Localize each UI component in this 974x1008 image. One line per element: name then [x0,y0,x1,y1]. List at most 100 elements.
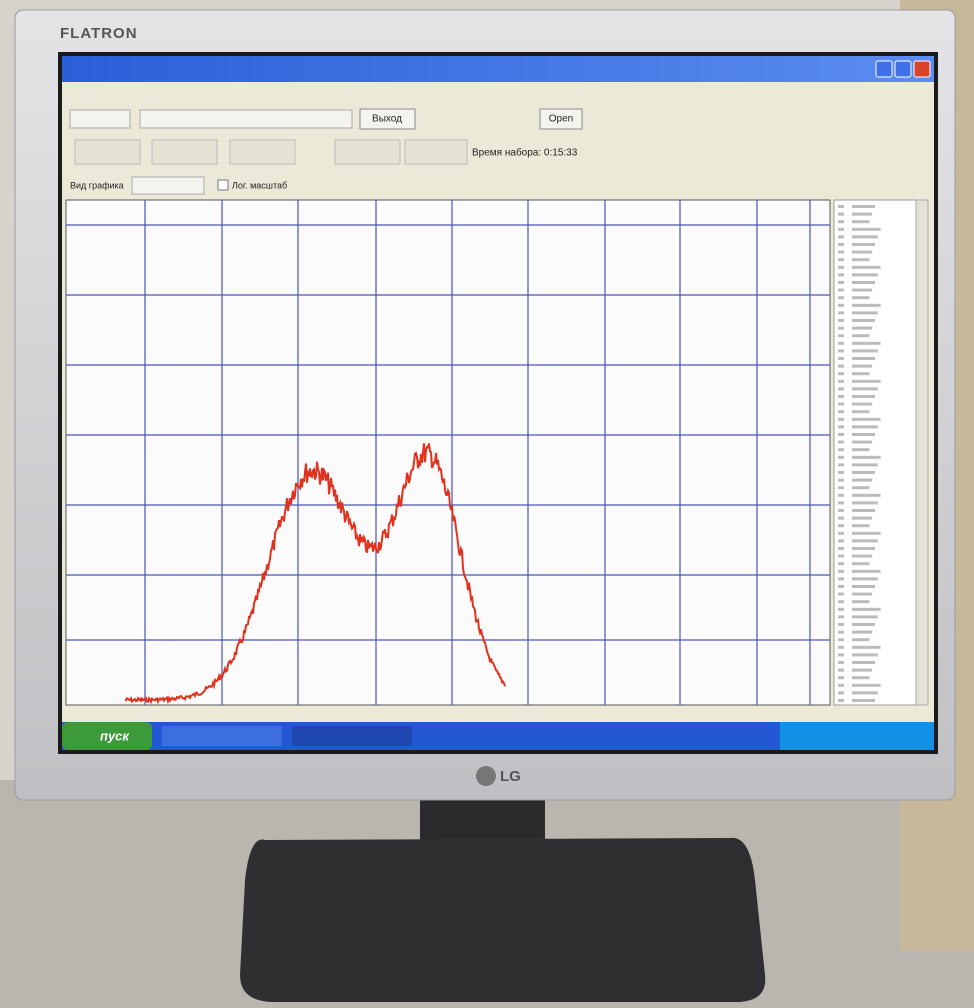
button[interactable] [230,140,295,164]
list-row [838,273,844,276]
list-row [838,266,844,269]
list-row [838,418,844,421]
list-row [838,562,844,565]
list-row [838,296,844,299]
stand-base [240,838,765,1002]
list-row [838,311,844,314]
list-row [852,205,875,208]
list-row [852,433,875,436]
list-row [852,608,881,611]
list-row [838,243,844,246]
list-row [838,638,844,641]
list-row [852,228,881,231]
list-row [852,638,869,641]
min-button[interactable] [876,61,892,77]
list-row [852,311,878,314]
list-row [852,296,869,299]
list-row [852,334,869,337]
list-row [838,479,844,482]
page: {"monitor": {"brand": "FLATRON", "logo":… [0,0,974,1008]
list-row [852,661,875,664]
list-row [852,547,875,550]
plot-area [66,200,830,705]
list-row [838,631,844,634]
list-row [852,646,881,649]
title-bar [62,56,934,82]
close-button[interactable] [914,61,930,77]
list-row [852,213,872,216]
list-row [852,281,875,284]
list-row [852,289,872,292]
list-row [852,555,872,558]
list-row [838,395,844,398]
list-row [852,258,869,261]
combo[interactable] [140,110,352,128]
task-item[interactable] [162,726,282,746]
list-row [852,365,872,368]
list-row [838,547,844,550]
list-row [852,357,875,360]
list-row [838,380,844,383]
button[interactable] [152,140,217,164]
list-row [852,273,878,276]
list-row [838,501,844,504]
scrollbar[interactable] [916,200,928,705]
list-row [852,631,872,634]
button-label: Open [549,114,573,125]
list-row [852,304,881,307]
list-row [838,327,844,330]
list-row [838,532,844,535]
list-row [838,699,844,702]
list-row [852,425,878,428]
checkbox[interactable] [218,180,228,190]
list-row [838,205,844,208]
logo-circle [476,766,496,786]
list-row [852,486,869,489]
list-row [852,539,878,542]
list-row [852,585,875,588]
list-row [838,570,844,573]
list-row [838,304,844,307]
list-row [838,425,844,428]
button[interactable] [75,140,140,164]
list-row [852,243,875,246]
list-row [838,600,844,603]
list-row [852,623,875,626]
button[interactable] [335,140,400,164]
list-row [838,403,844,406]
list-row [852,319,875,322]
list-row [838,615,844,618]
max-button[interactable] [895,61,911,77]
list-row [838,349,844,352]
list-row [852,494,881,497]
list-row [838,593,844,596]
list-row [838,691,844,694]
list-row [852,266,881,269]
list-row [852,410,869,413]
list-row [852,235,878,238]
list-row [852,441,872,444]
combo[interactable] [70,110,130,128]
list-row [838,684,844,687]
list-row [838,486,844,489]
list-row [838,372,844,375]
list-row [838,456,844,459]
list-row [852,501,878,504]
list-row [838,342,844,345]
list-row [852,220,869,223]
list-row [838,289,844,292]
list-row [852,509,875,512]
list-row [838,448,844,451]
list-row [852,418,881,421]
list-row [852,699,875,702]
list-row [838,539,844,542]
task-item[interactable] [292,726,412,746]
view-combo[interactable] [132,177,204,194]
list-row [852,463,878,466]
list-row [838,228,844,231]
list-row [838,433,844,436]
list-row [838,471,844,474]
button[interactable] [405,140,467,164]
list-row [838,319,844,322]
list-row [852,562,869,565]
